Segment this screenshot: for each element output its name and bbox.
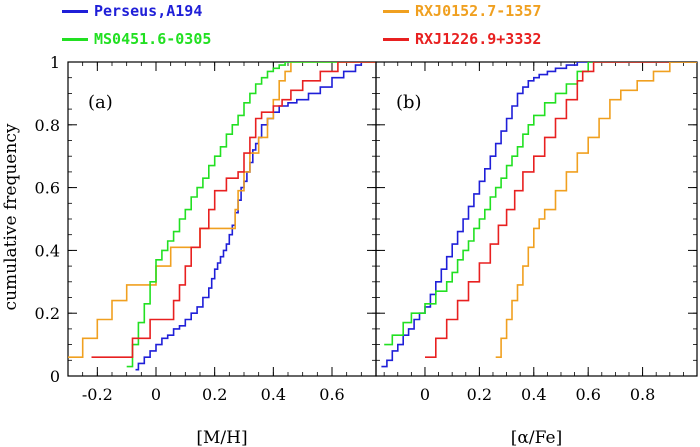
series-line-rxj1226-9-3332 <box>425 62 697 358</box>
plot-frame <box>67 61 377 377</box>
legend-label-ms0451: MS0451.6-0305 <box>94 30 212 48</box>
panel-label: (a) <box>88 92 113 113</box>
x-tick-label: 0.4 <box>521 385 546 404</box>
series-line-rxj0152-7-1357 <box>495 62 697 358</box>
series-line-ms0451-6-0305 <box>384 62 697 346</box>
legend-item-ms0451: MS0451.6-0305 <box>62 30 211 48</box>
legend-label-perseus: Perseus,A194 <box>94 2 203 20</box>
legend-item-rxj0152: RXJ0152.7-1357 <box>383 2 541 20</box>
x-tick-label: 0 <box>420 385 430 404</box>
x-tick-label: 0.4 <box>261 385 286 404</box>
panel-a: -0.2 0 0.2 0.4 0.6 0 0.2 0.4 0.6 0.8 1 (a) [M/H] <box>35 53 377 447</box>
series-line-ms0451-6-0305 <box>126 62 376 368</box>
x-tick-label: 0.2 <box>202 385 227 404</box>
x-axis-label: [M/H] <box>196 428 247 447</box>
x-tick-label: 0.6 <box>575 385 600 404</box>
x-tick-label: 0 <box>151 385 161 404</box>
panel-b: 0 0.2 0.4 0.6 0.8 (b) [α/Fe] <box>375 61 698 447</box>
legend-item-rxj1226: RXJ1226.9+3332 <box>383 30 541 48</box>
legend-swatch-rxj0152 <box>383 9 409 13</box>
series-line-perseus-a194 <box>135 62 376 371</box>
y-tick-label: 0.8 <box>35 116 60 135</box>
legend-item-perseus: Perseus,A194 <box>62 2 202 20</box>
legend-label-rxj0152: RXJ0152.7-1357 <box>415 2 542 20</box>
series-line-perseus-a194 <box>381 62 697 368</box>
y-tick-label: 1 <box>50 53 60 72</box>
legend-swatch-ms0451 <box>62 37 88 41</box>
plot-frame <box>375 61 698 377</box>
y-tick-label: 0.4 <box>35 241 60 260</box>
panel-label: (b) <box>396 92 422 113</box>
series-line-rxj1226-9-3332 <box>91 62 376 358</box>
x-tick-label: -0.2 <box>82 385 113 404</box>
legend-swatch-perseus <box>62 9 88 13</box>
x-axis-label: [α/Fe] <box>511 428 562 447</box>
y-tick-label: 0.6 <box>35 179 60 198</box>
legend-swatch-rxj1226 <box>383 37 409 41</box>
series-line-rxj0152-7-1357 <box>68 62 376 358</box>
x-tick-label: 0.6 <box>319 385 344 404</box>
x-tick-label: 0.2 <box>467 385 492 404</box>
y-axis-label: cumulative frequency <box>1 123 21 310</box>
legend-label-rxj1226: RXJ1226.9+3332 <box>415 30 542 48</box>
y-tick-label: 0 <box>50 367 60 386</box>
y-tick-label: 0.2 <box>35 304 60 323</box>
x-tick-label: 0.8 <box>630 385 655 404</box>
